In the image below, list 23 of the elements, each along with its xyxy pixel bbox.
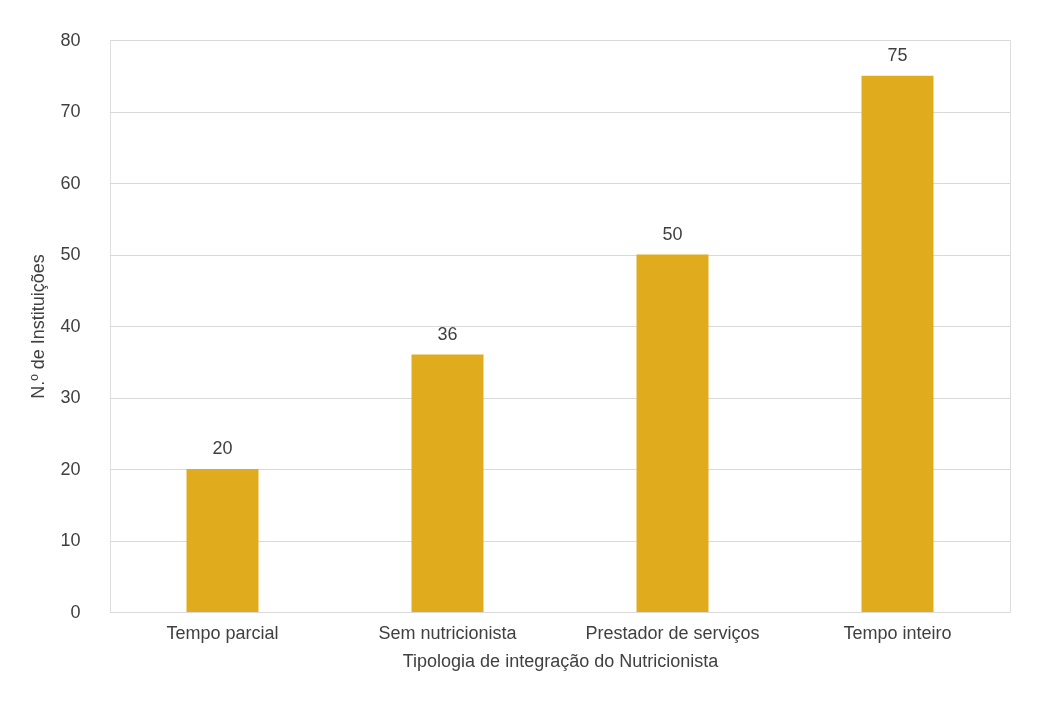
y-tick-label: 20	[60, 458, 81, 479]
bar	[411, 354, 484, 612]
y-tick-label: 30	[60, 387, 81, 407]
data-label: 75	[887, 44, 908, 65]
data-label: 50	[662, 223, 683, 244]
bar	[636, 254, 709, 612]
y-tick-label: 80	[60, 29, 81, 50]
x-tick-label: Tempo inteiro	[843, 622, 952, 643]
data-label: 36	[437, 323, 458, 344]
y-tick-label: 40	[60, 315, 81, 336]
bar	[861, 75, 934, 612]
x-tick-label: Prestador de serviços	[585, 622, 760, 643]
y-tick-label: 60	[60, 172, 81, 193]
y-tick-label: 10	[60, 530, 81, 550]
y-tick-label: 70	[60, 101, 81, 121]
x-axis-title: Tipologia de integração do Nutricionista	[402, 650, 720, 671]
y-tick-label: 50	[60, 244, 81, 264]
bar	[186, 469, 259, 612]
x-tick-label: Tempo parcial	[166, 622, 279, 643]
data-label: 20	[212, 438, 233, 458]
y-tick-label: 0	[70, 601, 81, 622]
x-tick-label: Sem nutricionista	[378, 622, 518, 643]
y-axis-title: N.º de Instituições	[28, 254, 49, 399]
